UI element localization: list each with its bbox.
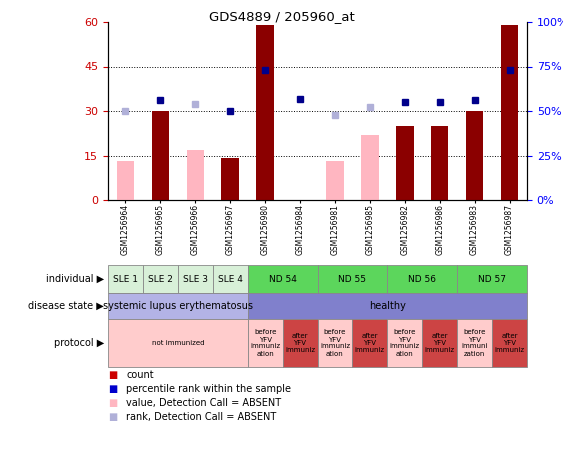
Bar [151, 111, 169, 200]
Text: after
YFV
immuniz: after YFV immuniz [285, 333, 315, 353]
Bar [492, 319, 527, 367]
Text: ND 54: ND 54 [269, 275, 297, 284]
Text: ■: ■ [108, 398, 117, 408]
Text: ■: ■ [108, 370, 117, 380]
Bar [396, 126, 413, 200]
Text: ND 56: ND 56 [408, 275, 436, 284]
Bar [318, 319, 352, 367]
Bar [108, 265, 143, 293]
Text: before
YFV
immuni
zation: before YFV immuni zation [461, 329, 488, 357]
Text: ND 55: ND 55 [338, 275, 367, 284]
Text: percentile rank within the sample: percentile rank within the sample [126, 384, 291, 394]
Text: count: count [126, 370, 154, 380]
Text: after
YFV
immuniz: after YFV immuniz [355, 333, 385, 353]
Text: systemic lupus erythematosus: systemic lupus erythematosus [103, 301, 253, 311]
Text: SLE 4: SLE 4 [218, 275, 243, 284]
Bar [248, 293, 527, 319]
Text: value, Detection Call = ABSENT: value, Detection Call = ABSENT [126, 398, 281, 408]
Bar [387, 265, 457, 293]
Bar [501, 25, 519, 200]
Text: SLE 1: SLE 1 [113, 275, 138, 284]
Text: SLE 3: SLE 3 [183, 275, 208, 284]
Text: before
YFV
immuniz
ation: before YFV immuniz ation [390, 329, 420, 357]
Bar [186, 149, 204, 200]
Text: ■: ■ [108, 412, 117, 422]
Text: before
YFV
immuniz
ation: before YFV immuniz ation [250, 329, 280, 357]
Text: not immunized: not immunized [151, 340, 204, 346]
Bar [178, 265, 213, 293]
Bar [108, 319, 248, 367]
Bar [248, 265, 318, 293]
Bar [457, 265, 527, 293]
Text: ■: ■ [108, 384, 117, 394]
Bar [108, 293, 248, 319]
Bar [326, 161, 343, 200]
Text: disease state ▶: disease state ▶ [28, 301, 104, 311]
Text: before
YFV
immuniz
ation: before YFV immuniz ation [320, 329, 350, 357]
Bar [431, 126, 449, 200]
Bar [117, 161, 134, 200]
Bar [422, 319, 457, 367]
Text: after
YFV
immuniz: after YFV immuniz [425, 333, 455, 353]
Text: SLE 2: SLE 2 [148, 275, 173, 284]
Bar [283, 319, 318, 367]
Bar [352, 319, 387, 367]
Bar [213, 265, 248, 293]
Bar [221, 159, 239, 200]
Bar [318, 265, 387, 293]
Bar [143, 265, 178, 293]
Bar [457, 319, 492, 367]
Bar [108, 200, 527, 453]
Bar [466, 111, 484, 200]
Text: ND 57: ND 57 [478, 275, 506, 284]
Bar [256, 25, 274, 200]
Text: healthy: healthy [369, 301, 406, 311]
Text: GDS4889 / 205960_at: GDS4889 / 205960_at [209, 10, 354, 23]
Text: protocol ▶: protocol ▶ [53, 338, 104, 348]
Text: rank, Detection Call = ABSENT: rank, Detection Call = ABSENT [126, 412, 276, 422]
Text: individual ▶: individual ▶ [46, 274, 104, 284]
Text: after
YFV
immuniz: after YFV immuniz [494, 333, 525, 353]
Bar [248, 319, 283, 367]
Bar [361, 135, 378, 200]
Bar [387, 319, 422, 367]
